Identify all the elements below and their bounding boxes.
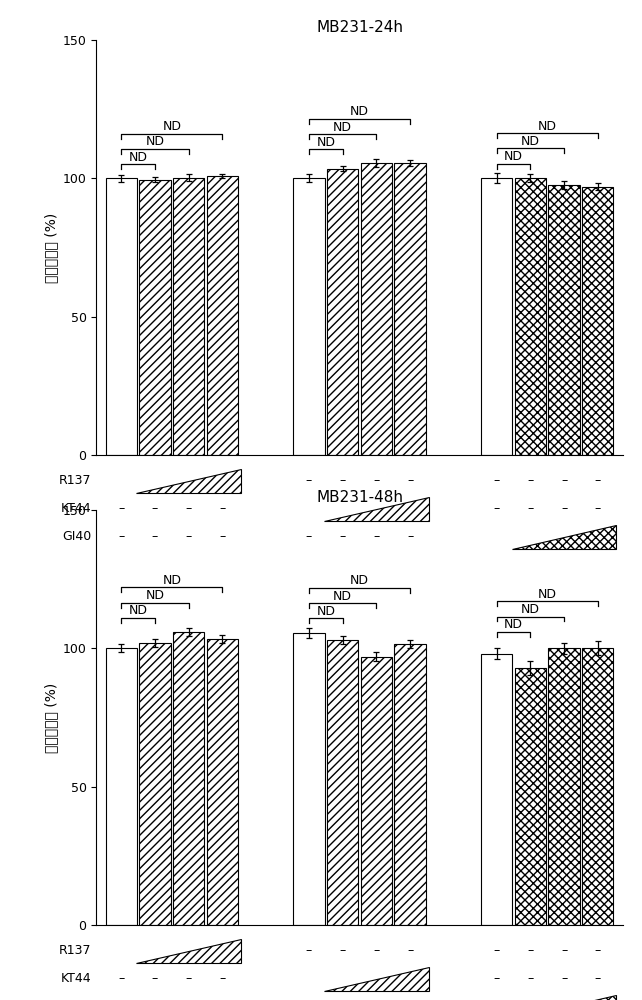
Text: –: – [561, 475, 567, 488]
Bar [106, 178, 137, 455]
Text: –: – [306, 530, 312, 544]
Text: –: – [152, 972, 158, 986]
Text: –: – [494, 502, 499, 516]
Text: –: – [220, 530, 225, 544]
Text: –: – [220, 972, 225, 986]
Text: ND: ND [504, 618, 523, 631]
Text: –: – [527, 475, 534, 488]
Text: –: – [220, 502, 225, 516]
Text: –: – [186, 502, 192, 516]
Text: ND: ND [538, 588, 557, 601]
Text: ND: ND [162, 574, 181, 587]
Text: ND: ND [538, 120, 557, 133]
Text: –: – [527, 972, 534, 986]
Text: –: – [594, 502, 601, 516]
Text: ND: ND [333, 590, 352, 603]
Text: ND: ND [146, 135, 164, 148]
Text: ND: ND [128, 604, 148, 617]
Bar [173, 178, 204, 455]
Bar [293, 178, 325, 455]
Title: MB231-48h: MB231-48h [316, 490, 403, 505]
Text: ND: ND [317, 136, 335, 149]
Title: MB231-24h: MB231-24h [316, 20, 403, 35]
Text: ND: ND [128, 151, 148, 164]
Bar [207, 176, 238, 455]
Text: –: – [494, 972, 499, 986]
Text: KT44: KT44 [60, 972, 91, 986]
Text: ND: ND [521, 135, 540, 148]
Bar [173, 632, 204, 925]
Bar [139, 180, 171, 455]
Text: –: – [594, 944, 601, 958]
Text: –: – [527, 502, 534, 516]
Y-axis label: 细胞存活率 (%): 细胞存活率 (%) [44, 212, 58, 283]
Text: –: – [407, 944, 413, 958]
Bar [327, 169, 358, 455]
Bar [139, 643, 171, 925]
Text: –: – [186, 972, 192, 986]
Text: –: – [594, 972, 601, 986]
Text: GI40: GI40 [62, 530, 91, 544]
Text: –: – [494, 475, 499, 488]
Text: –: – [561, 944, 567, 958]
Bar [361, 657, 392, 925]
Text: R137: R137 [58, 475, 91, 488]
Bar [481, 178, 512, 455]
Bar [548, 648, 580, 925]
Text: –: – [152, 502, 158, 516]
Text: ND: ND [350, 105, 369, 118]
Bar [515, 668, 546, 925]
Text: –: – [594, 475, 601, 488]
Bar [394, 644, 426, 925]
Text: ND: ND [162, 120, 181, 133]
Text: ND: ND [146, 589, 164, 602]
Text: ND: ND [317, 605, 335, 618]
Bar [106, 648, 137, 925]
Text: –: – [373, 944, 379, 958]
Bar [327, 640, 358, 925]
Bar [515, 178, 546, 455]
Bar [394, 163, 426, 455]
Text: KT44: KT44 [60, 502, 91, 516]
Bar [293, 633, 325, 925]
Text: –: – [118, 502, 125, 516]
Text: ND: ND [350, 574, 369, 587]
Bar [582, 648, 613, 925]
Text: –: – [373, 530, 379, 544]
Y-axis label: 细胞存活率 (%): 细胞存活率 (%) [44, 682, 58, 753]
Text: –: – [306, 475, 312, 488]
Text: ND: ND [504, 150, 523, 163]
Text: –: – [561, 972, 567, 986]
Text: –: – [373, 475, 379, 488]
Bar [481, 654, 512, 925]
Text: –: – [306, 944, 312, 958]
Text: ND: ND [521, 603, 540, 616]
Text: –: – [118, 972, 125, 986]
Text: –: – [186, 530, 192, 544]
Text: –: – [152, 530, 158, 544]
Text: –: – [407, 530, 413, 544]
Text: ND: ND [333, 121, 352, 134]
Bar [361, 163, 392, 455]
Text: –: – [527, 944, 534, 958]
Bar [582, 187, 613, 455]
Text: –: – [407, 475, 413, 488]
Text: –: – [118, 530, 125, 544]
Bar [548, 185, 580, 455]
Text: –: – [494, 944, 499, 958]
Text: –: – [340, 475, 346, 488]
Text: R137: R137 [58, 944, 91, 958]
Text: –: – [340, 944, 346, 958]
Text: –: – [561, 502, 567, 516]
Bar [207, 639, 238, 925]
Text: –: – [340, 530, 346, 544]
